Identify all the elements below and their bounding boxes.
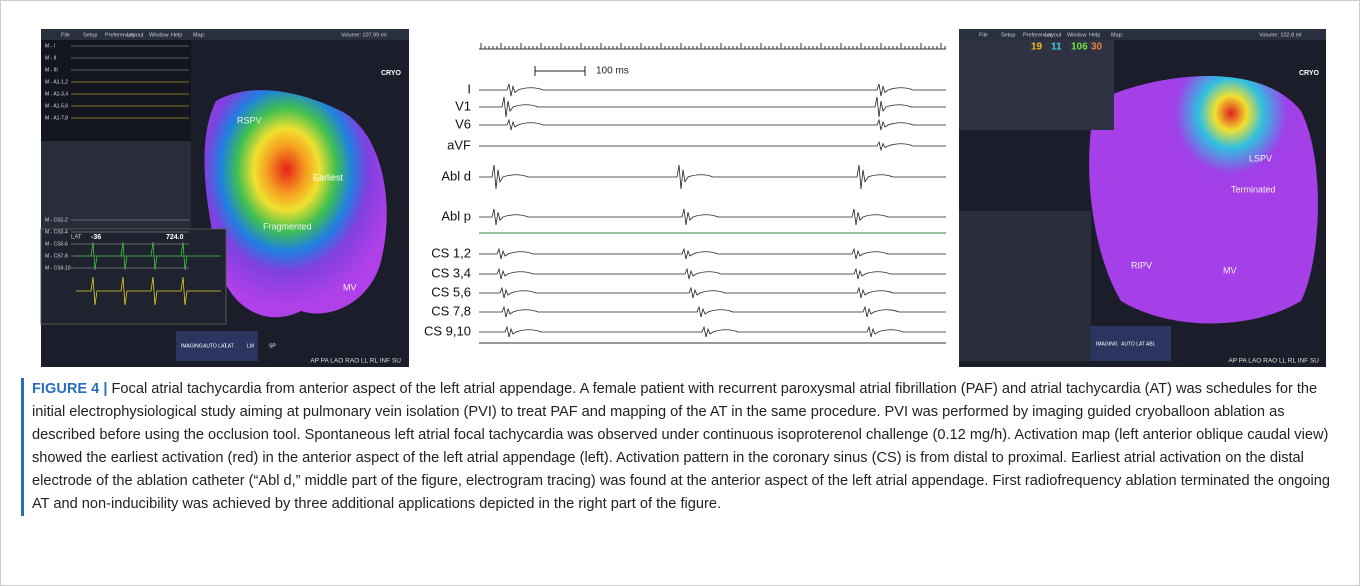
ecg-trace: [479, 249, 946, 259]
map-label: Fragmented: [263, 221, 312, 231]
lead-label: CS 3,4: [431, 265, 471, 280]
menu-item: Map:: [193, 32, 206, 38]
ecg-trace: [479, 209, 946, 225]
ecg-trace: [479, 84, 946, 96]
channel-label: M - I: [45, 43, 55, 49]
ui-button: LM: [247, 343, 254, 349]
lead-label: CS 1,2: [431, 245, 471, 260]
lead-label: aVF: [447, 137, 471, 152]
channel-label: M - II: [45, 55, 56, 61]
lead-label: V6: [455, 116, 471, 131]
menu-item: Map:: [1111, 32, 1124, 38]
ecg-trace: [479, 327, 946, 337]
volume: Volume: 107.99 ml: [341, 32, 387, 38]
lead-label: V1: [455, 98, 471, 113]
map-label: MV: [343, 282, 357, 292]
menu-item: Setup: [1001, 32, 1015, 38]
map-label: Terminated: [1231, 184, 1276, 194]
readout: 19: [1031, 42, 1043, 53]
menu-item: Help: [1089, 32, 1100, 38]
ecg-trace: [479, 97, 946, 117]
channel-label: M - CS7-8: [45, 253, 68, 259]
ui-button: ABL: [1146, 341, 1156, 347]
lead-label: Abl p: [441, 208, 471, 223]
readout: 11: [1051, 42, 1062, 53]
ecg-trace: [479, 165, 946, 189]
lat-window: [41, 229, 226, 324]
menu-item: Setup: [83, 32, 97, 38]
point-table: [959, 211, 1091, 361]
lead-label: Abl d: [441, 168, 471, 183]
menu-item: File: [979, 32, 988, 38]
lead-label: CS 7,8: [431, 303, 471, 318]
activation-map: [1089, 76, 1318, 324]
scale-label: 100 ms: [596, 66, 629, 77]
figure: 100 ms I V1 V6 aVF Abl d Abl p CS 1,2 CS 3,4 CS …: [0, 0, 1360, 586]
ui-button: SP: [269, 343, 276, 349]
ui-button: IMAGING: [181, 343, 203, 349]
map-label: LSPV: [1249, 153, 1272, 163]
ui-button: AUTO LAT: [1121, 341, 1145, 347]
volume: Volume: 102.8 ml: [1259, 32, 1302, 38]
cl-value: 724.0: [166, 234, 184, 241]
channel-label: M - A1-3,4: [45, 91, 68, 97]
channel-label: M - III: [45, 67, 58, 73]
menu-item: Layout: [1045, 32, 1062, 38]
menu-item: File: [61, 32, 70, 38]
menu-item: Window: [149, 32, 169, 38]
readout: 106: [1071, 42, 1088, 53]
logo: CRYO: [1299, 70, 1320, 77]
channel-label: M - CS1-2: [45, 217, 68, 223]
menu-item: Help: [171, 32, 182, 38]
ecg-trace: [479, 288, 946, 298]
channel-label: M - A1-1,2: [45, 79, 68, 85]
ecg-trace: [479, 142, 946, 150]
map-label: RSPV: [237, 115, 262, 125]
map-label: Earliest: [313, 172, 344, 182]
ecg-trace: [479, 307, 946, 317]
ecg-trace: [479, 269, 946, 279]
lat-label: LAT: [71, 235, 82, 241]
channel-label: M - A1-5,6: [45, 103, 68, 109]
readout: 30: [1091, 42, 1103, 53]
lat-value: -36: [91, 234, 101, 241]
map-label: MV: [1223, 265, 1237, 275]
ui-button: IMAGING: [1096, 341, 1118, 347]
ui-button: LAT: [225, 343, 234, 349]
caption: FIGURE 4 | Focal atrial tachycardia from…: [21, 378, 1348, 516]
lead-label: CS 5,6: [431, 284, 471, 299]
ecg-trace: [479, 120, 946, 130]
view-bar: AP PA LAO RAO LL RL INF SU: [1228, 358, 1319, 365]
map-label: RIPV: [1131, 260, 1152, 270]
menu-item: Window: [1067, 32, 1087, 38]
logo: CRYO: [381, 70, 402, 77]
view-bar: AP PA LAO RAO LL RL INF SU: [310, 358, 401, 365]
channel-label: M - CS9-10: [45, 265, 71, 271]
channel-label: M - A1-7,8: [45, 115, 68, 121]
ui-button: AUTO LAT: [203, 343, 227, 349]
channel-label: M - CS5-6: [45, 241, 68, 247]
caption-label: FIGURE 4 |: [32, 381, 107, 397]
menu-item: Layout: [127, 32, 144, 38]
readout-pane: [959, 40, 1114, 130]
caption-text: Focal atrial tachycardia from anterior a…: [32, 381, 1330, 512]
channel-label: M - CS3-4: [45, 229, 68, 235]
lead-label: CS 9,10: [424, 323, 471, 338]
lead-label: I: [467, 81, 471, 96]
figure-panels: 100 ms I V1 V6 aVF Abl d Abl p CS 1,2 CS 3,4 CS …: [1, 1, 1359, 371]
